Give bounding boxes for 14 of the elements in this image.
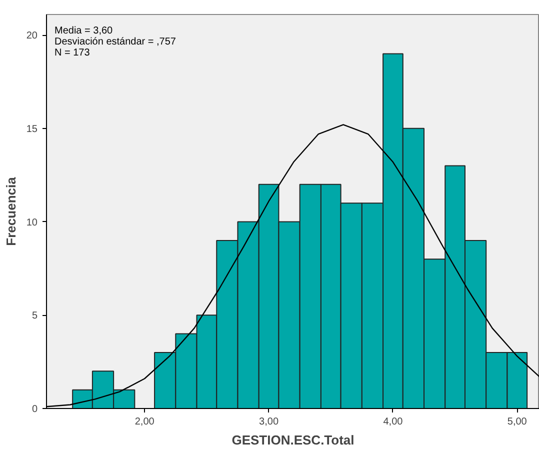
y-tick-label: 10 <box>26 217 38 228</box>
y-tick-label: 15 <box>26 124 38 135</box>
x-tick-label: 4,00 <box>383 416 404 428</box>
x-axis-title: GESTION.ESC.Total <box>232 432 354 448</box>
y-tick-label: 5 <box>32 310 38 322</box>
x-tick-label: 3,00 <box>259 416 279 428</box>
y-tick-label: 20 <box>26 30 38 42</box>
annotation: Media = 3,60 <box>54 26 114 36</box>
x-tick-label: 5,00 <box>507 416 528 428</box>
annotation: Desviación estándar = ,757 <box>54 36 176 48</box>
y-tick-label: 0 <box>32 404 38 415</box>
y-axis-title: Frecuencia <box>3 176 18 246</box>
x-tick-label: 2,00 <box>134 416 155 428</box>
annotation: N = 173 <box>54 48 90 58</box>
